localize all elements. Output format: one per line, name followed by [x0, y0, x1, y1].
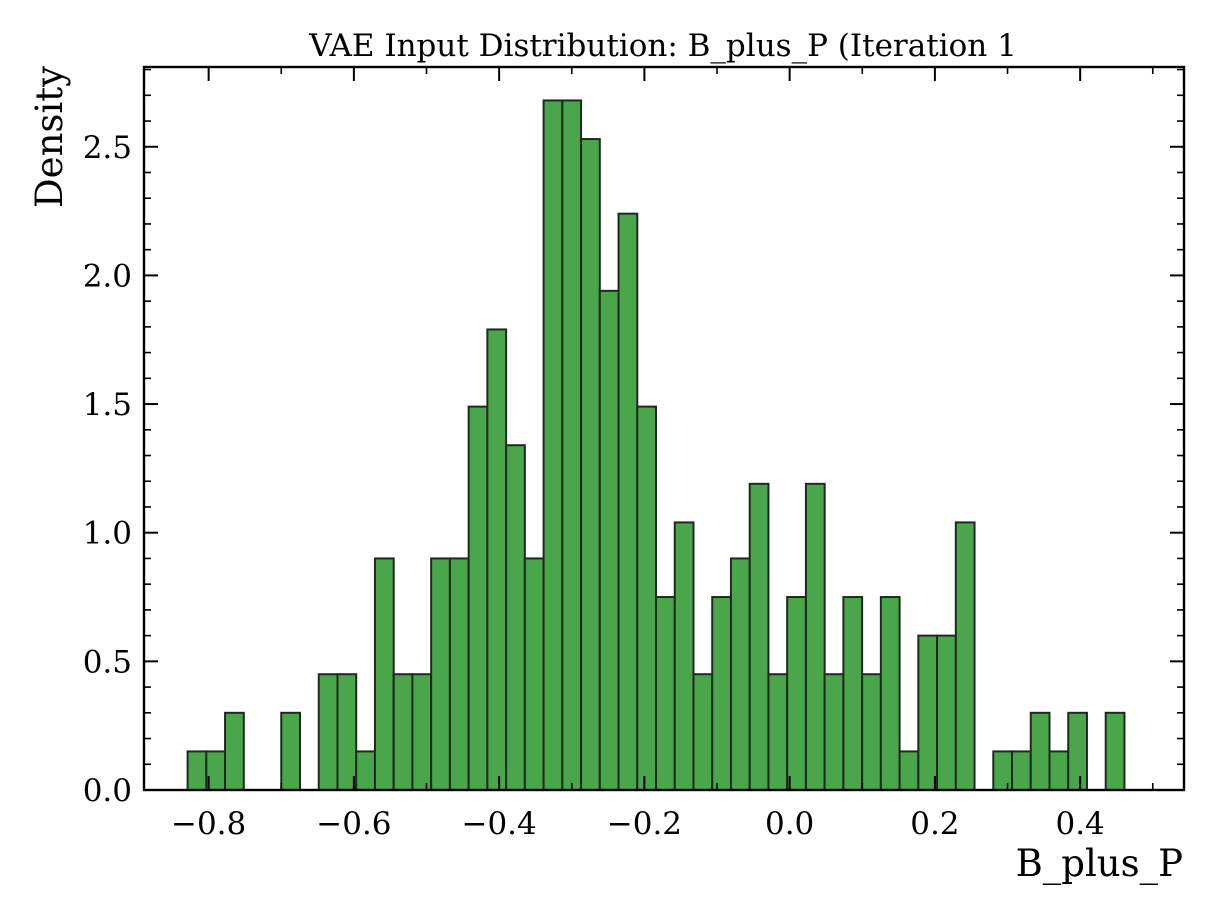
- histogram-bar: [936, 634, 957, 791]
- histogram-bar: [486, 328, 508, 791]
- histogram-bar: [992, 750, 1014, 791]
- histogram-bar: [1029, 711, 1051, 791]
- y-axis-label: Density: [28, 66, 71, 208]
- histogram-bar: [1011, 750, 1032, 791]
- histogram-bar: [711, 596, 732, 792]
- histogram-bar: [317, 673, 339, 791]
- histogram-bar: [655, 596, 676, 792]
- histogram-bar: [1048, 750, 1070, 791]
- y-tick-label: 2.0: [83, 258, 132, 294]
- y-tick-label: 0.5: [83, 644, 132, 680]
- histogram-bar: [542, 99, 564, 791]
- bars-group: [186, 99, 1126, 792]
- histogram-bar: [598, 289, 620, 791]
- histogram-bar: [448, 557, 470, 791]
- histogram-bar: [186, 750, 208, 791]
- x-tick-label: −0.6: [316, 806, 391, 842]
- histogram-bar: [617, 212, 639, 792]
- histogram-bar: [804, 482, 826, 791]
- x-tick-label: 0.4: [1055, 806, 1104, 842]
- histogram-bar: [898, 750, 920, 791]
- histogram-bar: [430, 557, 451, 791]
- histogram-bar: [561, 99, 583, 791]
- y-tick-label: 2.5: [83, 130, 132, 166]
- histogram-bar: [411, 673, 433, 791]
- y-tick-label: 1.5: [83, 387, 132, 423]
- histogram-bar: [917, 634, 939, 791]
- x-tick-label: 0.2: [910, 806, 959, 842]
- chart-title: VAE Input Distribution: B_plus_P (Iterat…: [308, 28, 1017, 64]
- histogram-bar: [767, 673, 789, 791]
- histogram-bar: [823, 673, 845, 791]
- histogram-bar: [729, 557, 751, 791]
- histogram-bar: [580, 138, 601, 792]
- histogram-bar: [636, 405, 658, 791]
- histogram-bar: [336, 673, 358, 791]
- histogram-bar: [786, 596, 807, 792]
- y-tick-label: 1.0: [83, 516, 132, 552]
- x-tick-label: −0.8: [171, 806, 246, 842]
- histogram-bar: [523, 557, 545, 791]
- histogram-bar: [1067, 711, 1088, 791]
- x-tick-label: −0.4: [461, 806, 536, 842]
- histogram-bar: [879, 596, 901, 792]
- histogram-bar: [224, 711, 245, 791]
- histogram-bar: [280, 711, 302, 791]
- histogram-bar: [842, 596, 864, 792]
- x-tick-label: −0.2: [607, 806, 682, 842]
- y-tick-label: 0.0: [83, 773, 132, 809]
- histogram-bar: [392, 673, 414, 791]
- plot-frame: [142, 65, 1186, 792]
- x-tick-label: 0.0: [765, 806, 814, 842]
- histogram-bar: [861, 673, 882, 791]
- histogram-bar: [467, 405, 489, 791]
- histogram-bar: [1104, 711, 1126, 791]
- histogram-bar: [673, 521, 695, 791]
- x-axis-label: B_plus_P: [1016, 842, 1183, 886]
- x-axis: −0.8 −0.6 −0.4 −0.2 0.0 0.2 0.4: [171, 67, 1154, 842]
- histogram-bar: [748, 482, 770, 791]
- histogram-bar: [355, 750, 376, 791]
- histogram-bar: [505, 444, 526, 791]
- histogram-bar: [954, 521, 976, 791]
- histogram-bar: [373, 557, 395, 791]
- histogram-bar: [692, 673, 714, 791]
